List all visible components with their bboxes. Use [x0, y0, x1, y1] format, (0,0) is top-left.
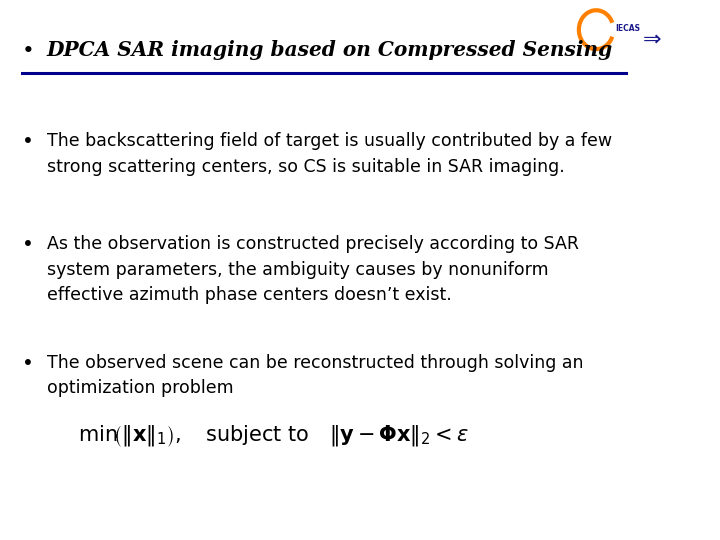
Text: •: • — [22, 40, 35, 60]
Text: The backscattering field of target is usually contributed by a few
strong scatte: The backscattering field of target is us… — [47, 132, 612, 176]
Text: The observed scene can be reconstructed through solving an
optimization problem: The observed scene can be reconstructed … — [47, 354, 583, 397]
Text: DPCA SAR imaging based on Compressed Sensing: DPCA SAR imaging based on Compressed Sen… — [47, 40, 613, 60]
Text: •: • — [22, 354, 33, 373]
Text: As the observation is constructed precisely according to SAR
system parameters, : As the observation is constructed precis… — [47, 235, 579, 305]
Text: •: • — [22, 235, 33, 254]
Text: $\min\!\left(\|\mathbf{x}\|_1\right),\quad \mathrm{subject\ to}\quad \|\mathbf{y: $\min\!\left(\|\mathbf{x}\|_1\right),\qu… — [78, 424, 469, 449]
Text: •: • — [22, 132, 33, 151]
Text: IECAS: IECAS — [616, 24, 641, 33]
Text: ⇒: ⇒ — [642, 30, 661, 50]
